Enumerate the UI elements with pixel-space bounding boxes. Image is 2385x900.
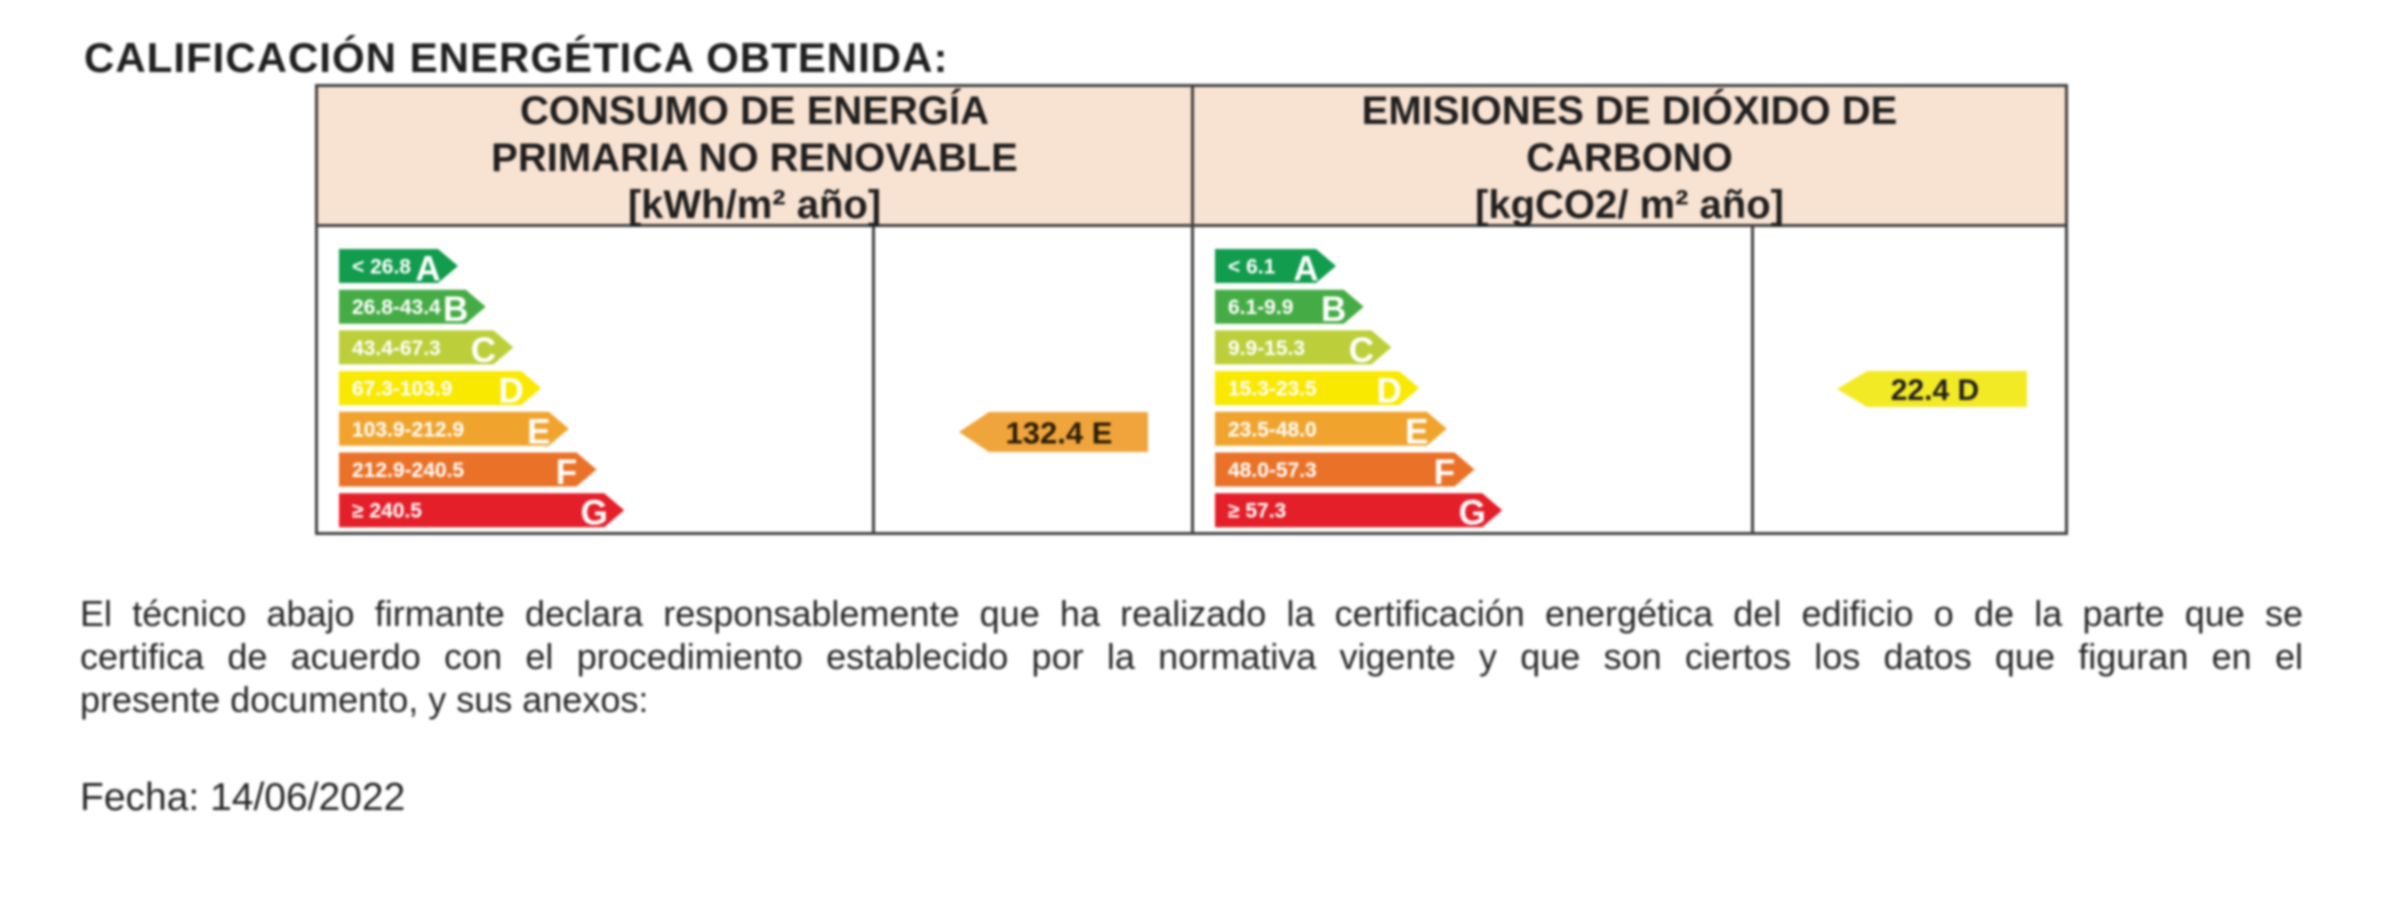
svg-text:22.4 D: 22.4 D [1891, 374, 1979, 407]
svg-text:9.9-15.3: 9.9-15.3 [1228, 337, 1305, 360]
svg-text:F: F [1434, 453, 1455, 492]
svg-text:≥ 240.5: ≥ 240.5 [352, 500, 422, 523]
svg-text:D: D [1376, 372, 1401, 411]
svg-text:< 6.1: < 6.1 [1228, 256, 1276, 279]
svg-text:23.5-48.0: 23.5-48.0 [1228, 418, 1317, 441]
svg-text:132.4 E: 132.4 E [1006, 416, 1113, 451]
svg-text:15.3-23.5: 15.3-23.5 [1228, 378, 1317, 401]
svg-text:< 26.8: < 26.8 [352, 256, 411, 279]
svg-text:A: A [415, 250, 440, 289]
svg-text:E: E [1405, 412, 1428, 451]
svg-text:103.9-212.9: 103.9-212.9 [352, 418, 464, 441]
svg-text:26.8-43.4: 26.8-43.4 [352, 296, 441, 319]
svg-text:D: D [498, 372, 523, 411]
svg-text:F: F [556, 453, 577, 492]
svg-text:≥ 57.3: ≥ 57.3 [1228, 500, 1286, 523]
svg-text:A: A [1293, 250, 1318, 289]
svg-text:6.1-9.9: 6.1-9.9 [1228, 296, 1293, 319]
svg-text:B: B [1321, 290, 1346, 329]
svg-text:E: E [527, 412, 550, 451]
svg-text:48.0-57.3: 48.0-57.3 [1228, 459, 1317, 482]
svg-text:G: G [581, 494, 608, 533]
svg-text:212.9-240.5: 212.9-240.5 [352, 459, 464, 482]
svg-text:C: C [1349, 331, 1374, 370]
svg-text:C: C [471, 331, 496, 370]
svg-text:B: B [443, 290, 468, 329]
svg-text:67.3-103.9: 67.3-103.9 [352, 378, 452, 401]
svg-text:G: G [1459, 494, 1486, 533]
svg-text:43.4-67.3: 43.4-67.3 [352, 337, 441, 360]
